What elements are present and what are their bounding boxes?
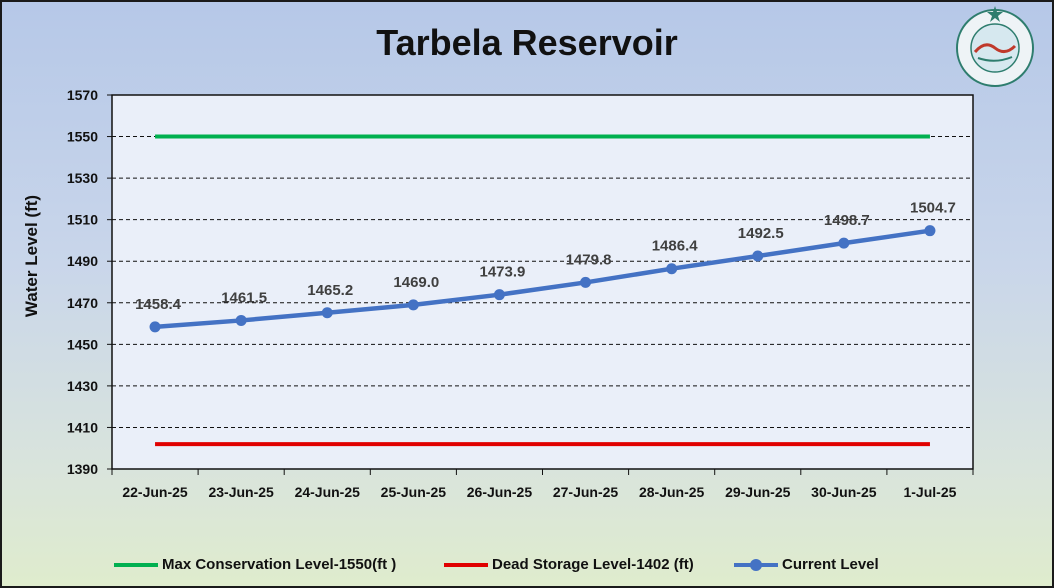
pmd-logo-icon	[956, 6, 1034, 87]
legend-swatch-red	[444, 562, 488, 567]
legend-swatch-blue	[734, 558, 778, 571]
data-point	[235, 314, 247, 326]
data-point	[752, 250, 764, 262]
legend-marker-icon	[750, 558, 762, 571]
x-tick-label: 25-Jun-25	[381, 484, 447, 500]
plot-background	[111, 94, 974, 470]
y-tick-label: 1510	[67, 212, 98, 228]
legend-item-max-conservation: Max Conservation Level-1550(ft )	[114, 556, 396, 573]
x-tick-label: 26-Jun-25	[467, 484, 533, 500]
legend-label: Max Conservation Level-1550(ft )	[162, 556, 397, 573]
y-tick-label: 1430	[67, 378, 98, 394]
data-label: 1465.2	[307, 282, 353, 299]
data-label: 1498.7	[824, 212, 870, 229]
data-label: 1469.0	[393, 274, 439, 291]
legend-item-current-level: Current Level	[734, 556, 879, 573]
data-point	[666, 263, 678, 275]
x-tick-label: 29-Jun-25	[725, 484, 791, 500]
x-tick-label: 24-Jun-25	[295, 484, 361, 500]
y-tick-label: 1530	[67, 170, 98, 186]
y-tick-label: 1410	[67, 419, 98, 435]
y-tick-label: 1450	[67, 336, 98, 352]
x-tick-label: 23-Jun-25	[208, 484, 274, 500]
data-label: 1458.4	[135, 296, 182, 313]
legend-label: Current Level	[782, 556, 879, 573]
y-tick-label: 1390	[67, 461, 98, 477]
data-point	[493, 289, 505, 301]
y-tick-label: 1490	[67, 253, 98, 269]
x-tick-label: 27-Jun-25	[553, 484, 619, 500]
x-tick-label: 28-Jun-25	[639, 484, 705, 500]
y-tick-label: 1570	[67, 87, 98, 103]
legend-item-dead-storage: Dead Storage Level-1402 (ft)	[444, 556, 694, 573]
legend-label: Dead Storage Level-1402 (ft)	[492, 556, 694, 573]
y-tick-label: 1470	[67, 295, 98, 311]
x-tick-label: 1-Jul-25	[903, 484, 956, 500]
data-point	[149, 321, 161, 333]
data-point	[924, 225, 936, 237]
data-label: 1492.5	[738, 225, 784, 242]
x-tick-label: 22-Jun-25	[122, 484, 188, 500]
data-point	[838, 237, 850, 249]
data-point	[321, 307, 333, 319]
y-tick-label: 1550	[67, 129, 98, 145]
data-label: 1461.5	[221, 289, 267, 306]
legend: Max Conservation Level-1550(ft ) Dead St…	[0, 556, 1054, 578]
chart-title: Tarbela Reservoir	[376, 22, 678, 63]
series-line-2	[154, 228, 931, 330]
data-label: 1486.4	[652, 238, 699, 255]
x-tick-label: 30-Jun-25	[811, 484, 877, 500]
data-point	[580, 276, 592, 288]
legend-swatch-green	[114, 562, 158, 567]
data-label: 1504.7	[910, 200, 956, 217]
data-label: 1473.9	[480, 264, 526, 281]
data-point	[407, 299, 419, 311]
data-label: 1479.8	[566, 251, 612, 268]
